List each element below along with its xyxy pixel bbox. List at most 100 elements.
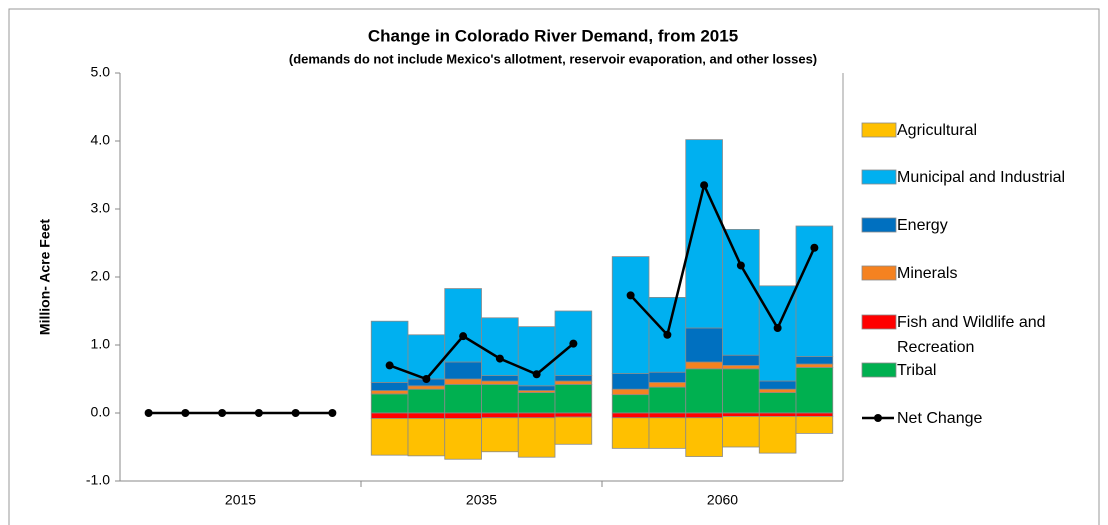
net-change-point (181, 409, 190, 417)
chart-frame (8, 8, 1100, 525)
bar-segment (648, 381, 687, 388)
bar-segment (554, 380, 593, 385)
x-tick-label: 2060 (707, 492, 738, 508)
bar-segment (795, 363, 834, 368)
bar-segment (795, 415, 834, 434)
bar-segment (685, 412, 723, 419)
net-change-point (495, 354, 504, 363)
bar-segment (444, 361, 482, 380)
bar-segment (481, 412, 519, 419)
bar-segment (795, 412, 834, 417)
bar-segment (407, 334, 446, 380)
bar-segment (685, 417, 723, 457)
bar-segment (517, 392, 556, 414)
bar-segment (648, 412, 687, 419)
bar-segment (758, 415, 797, 454)
bar-segment (758, 392, 797, 414)
bar-segment (611, 417, 650, 449)
bar-segment (611, 394, 650, 414)
bar-segment (517, 385, 556, 391)
legend-label: Net Change (897, 409, 983, 427)
bar-segment (370, 412, 409, 419)
bar-segment (758, 380, 797, 390)
bar-segment (370, 390, 409, 395)
bar-segment (611, 412, 650, 419)
y-tick-label: 3.0 (91, 200, 111, 216)
net-change-point (422, 375, 431, 383)
legend-swatch (861, 169, 897, 185)
legend-marker (874, 414, 882, 422)
y-tick-label: 2.0 (91, 268, 111, 284)
bar-segment (758, 412, 797, 417)
bar-segment (407, 388, 446, 414)
net-change-point (385, 361, 394, 370)
chart-title: Change in Colorado River Demand, from 20… (368, 26, 738, 45)
legend-swatch (861, 122, 897, 138)
bar-segment (611, 256, 650, 374)
bar-segment (648, 417, 687, 449)
legend-swatch (861, 314, 897, 330)
net-change-point (773, 324, 782, 332)
bar-segment (554, 412, 593, 418)
bar-segment (611, 373, 650, 390)
bar-segment (795, 367, 834, 414)
legend-swatch (861, 362, 897, 378)
net-change-point (663, 330, 672, 339)
net-change-point (328, 409, 337, 417)
bar-segment (444, 412, 482, 419)
x-tick-label: 2015 (225, 492, 256, 508)
y-tick-label: 4.0 (91, 132, 111, 148)
bar-segment (648, 386, 687, 414)
net-change-point (626, 291, 635, 300)
y-tick-label: 0.0 (91, 404, 111, 420)
bar-segment (444, 384, 482, 414)
legend-label: Agricultural (897, 121, 978, 139)
bar-segment (722, 354, 760, 366)
bar-segment (481, 380, 519, 385)
net-change-point (810, 243, 819, 252)
y-tick-label: 5.0 (91, 64, 111, 80)
chart-subtitle: (demands do not include Mexico's allotme… (289, 51, 817, 66)
legend-label: Energy (897, 216, 948, 234)
bar-segment (611, 388, 650, 396)
y-axis-label: Million- Acre Feet (37, 219, 53, 336)
legend-label: Fish and Wildlife and Recreation (897, 313, 1046, 356)
bar-segment (407, 412, 446, 419)
bar-segment (795, 356, 834, 365)
bar-segment (685, 327, 723, 363)
bar-segment (407, 418, 446, 457)
bar-segment (685, 361, 723, 370)
net-change-line (629, 181, 816, 338)
bar-segment (370, 381, 409, 391)
bar-segment (722, 228, 760, 356)
bar-segment (407, 385, 446, 390)
y-tick-label: 1.0 (91, 336, 111, 352)
bar-segment (554, 375, 593, 382)
bar-segment (722, 412, 760, 417)
bar-segment (481, 375, 519, 382)
bar-segment (648, 371, 687, 383)
net-change-line (389, 334, 575, 381)
bar-segment (444, 418, 482, 460)
bar-segment (517, 412, 556, 419)
net-change-point (569, 339, 578, 348)
bar-segment (554, 416, 593, 445)
net-change-point (700, 181, 709, 190)
legend-swatch (861, 217, 897, 233)
bar-segment (370, 418, 409, 456)
legend-label: Municipal and Industrial (897, 168, 1066, 186)
net-change-point (459, 332, 468, 341)
bar-segment (481, 417, 519, 453)
bar-segment (444, 378, 482, 385)
x-tick-label: 2035 (466, 492, 497, 508)
bar-segment (722, 364, 760, 370)
bar-segment (722, 368, 760, 414)
net-change-point (254, 409, 263, 417)
bar-segment (517, 417, 556, 458)
y-tick-label: -1.0 (86, 472, 110, 488)
legend-label: Tribal (897, 361, 937, 379)
legend-label: Minerals (897, 264, 958, 282)
bar-segment (481, 384, 519, 414)
